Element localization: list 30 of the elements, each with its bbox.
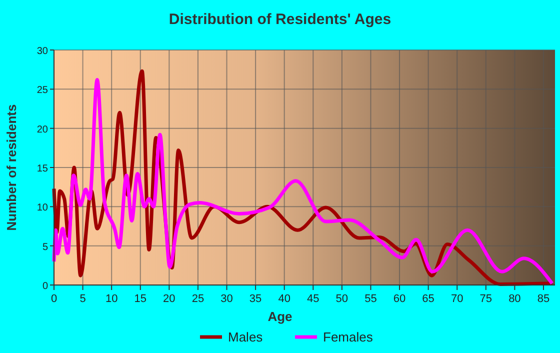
legend-label: Females: [323, 330, 374, 344]
x-tick-label: 45: [307, 293, 320, 305]
x-tick-label: 75: [480, 293, 492, 305]
y-tick-label: 15: [36, 164, 48, 174]
x-tick-label: 20: [163, 293, 176, 305]
x-tick-label: 35: [249, 293, 262, 305]
x-tick-label: 85: [537, 293, 550, 305]
x-tick-label: 65: [422, 293, 434, 305]
x-tick-label: 25: [192, 293, 204, 305]
x-tick-label: 10: [105, 293, 118, 305]
x-tick-label: 55: [364, 293, 377, 305]
x-tick-label: 30: [220, 293, 233, 305]
x-tick-label: 15: [134, 293, 147, 305]
y-tick-label: 0: [42, 281, 48, 292]
y-tick-label: 10: [36, 202, 48, 214]
x-tick-label: 70: [450, 293, 464, 305]
x-tick-label: 5: [80, 293, 86, 305]
y-tick-label: 5: [42, 242, 48, 253]
x-tick-label: 60: [393, 293, 406, 305]
x-tick-label: 80: [508, 293, 521, 305]
x-tick-label: 0: [50, 293, 58, 305]
y-axis-title: Number of residents: [4, 104, 19, 231]
legend-label: Males: [228, 330, 264, 344]
y-tick-label: 25: [36, 85, 48, 96]
x-tick-label: 50: [336, 293, 348, 305]
chart-title: Distribution of Residents' Ages: [168, 11, 392, 28]
y-tick-label: 30: [36, 46, 48, 57]
x-axis-title: Age: [268, 309, 292, 324]
x-tick-label: 40: [278, 293, 290, 305]
y-tick-label: 20: [36, 124, 48, 136]
